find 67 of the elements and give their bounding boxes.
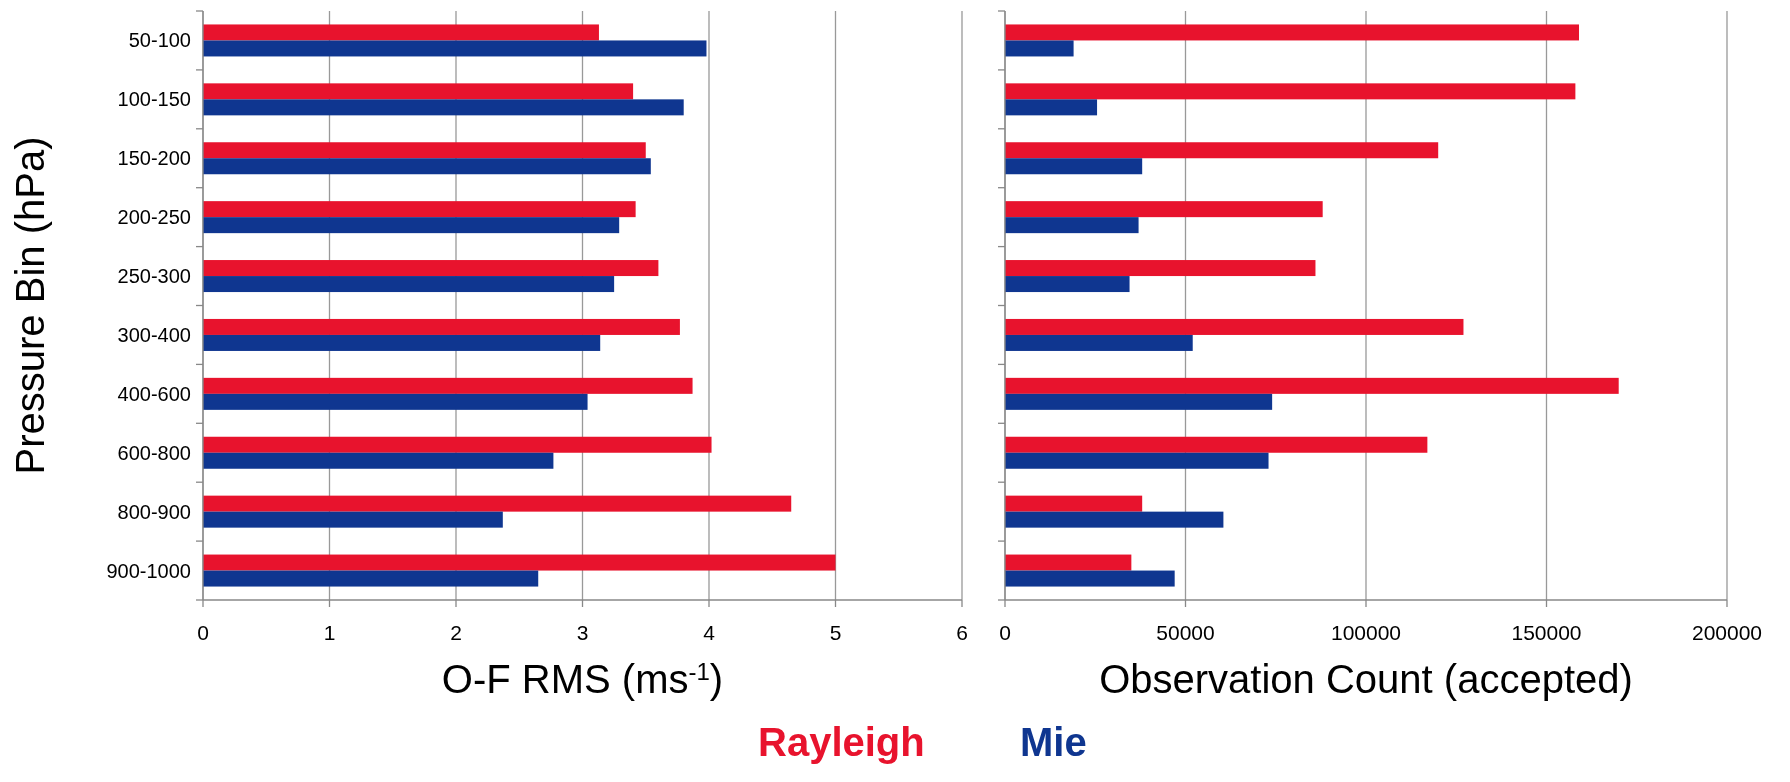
bar [203, 452, 554, 469]
x-axis-title: O-F RMS (ms$^{-1}$) [441, 657, 724, 701]
bar [1005, 83, 1576, 100]
text: Mie [1020, 720, 1087, 764]
x-tick-label: 50000 [1156, 621, 1215, 644]
bar [1005, 495, 1143, 512]
y-tick-label: 300-400 [117, 323, 191, 346]
bar [1005, 511, 1224, 528]
y-tick-label: 150-200 [117, 147, 191, 170]
y-tick-label: 400-600 [117, 382, 191, 405]
x-tick-label: 5 [829, 621, 842, 644]
bar [203, 495, 792, 512]
text: Rayleigh [758, 720, 925, 764]
y-axis-title: Pressure Bin (hPa) [8, 136, 52, 475]
bar [203, 511, 503, 528]
x-axis-title: Observation Count (accepted) [1099, 657, 1633, 701]
bar [203, 99, 684, 116]
bar [1005, 452, 1269, 469]
bar [1005, 276, 1130, 293]
y-tick-label: 200-250 [117, 206, 191, 229]
y-tick-label: 600-800 [117, 441, 191, 464]
bar [203, 158, 651, 175]
bar [203, 217, 620, 234]
x-tick-label: 3 [576, 621, 589, 644]
x-tick-label: 2 [450, 621, 462, 644]
bar [203, 393, 588, 410]
bar [203, 334, 601, 351]
x-tick-label: 0 [197, 621, 209, 644]
bar [203, 570, 539, 587]
bar [1005, 393, 1273, 410]
bar [203, 201, 636, 218]
bar [203, 142, 646, 159]
y-tick-label: 900-1000 [106, 559, 191, 582]
bar [1005, 334, 1193, 351]
bar [1005, 436, 1428, 453]
bar [1005, 40, 1074, 57]
y-tick-label: 50-100 [128, 29, 191, 52]
bar [1005, 377, 1619, 394]
bar [1005, 318, 1464, 335]
bar [203, 318, 680, 335]
x-tick-label: 6 [956, 621, 968, 644]
bar [1005, 142, 1439, 159]
bar [1005, 158, 1143, 175]
bar [203, 554, 836, 571]
x-tick-label: 1 [323, 621, 336, 644]
bar [203, 24, 599, 41]
bar [1005, 260, 1316, 277]
x-tick-label: 200000 [1691, 621, 1763, 644]
y-tick-label: 250-300 [117, 265, 191, 288]
bar [1005, 554, 1132, 571]
bar [203, 260, 659, 277]
bar [203, 83, 634, 100]
bar [1005, 570, 1175, 587]
bar [1005, 99, 1098, 116]
bar [1005, 217, 1139, 234]
x-tick-label: 4 [703, 621, 716, 644]
bar [203, 436, 712, 453]
x-tick-label: 150000 [1511, 621, 1582, 644]
bar [1005, 24, 1579, 41]
bar [203, 276, 615, 293]
x-tick-label: 0 [999, 621, 1011, 644]
x-tick-label: 100000 [1330, 621, 1402, 644]
bar [1005, 201, 1323, 218]
bar [203, 40, 707, 57]
y-tick-label: 100-150 [117, 88, 191, 111]
bar [203, 377, 693, 394]
y-tick-label: 800-900 [117, 500, 191, 523]
